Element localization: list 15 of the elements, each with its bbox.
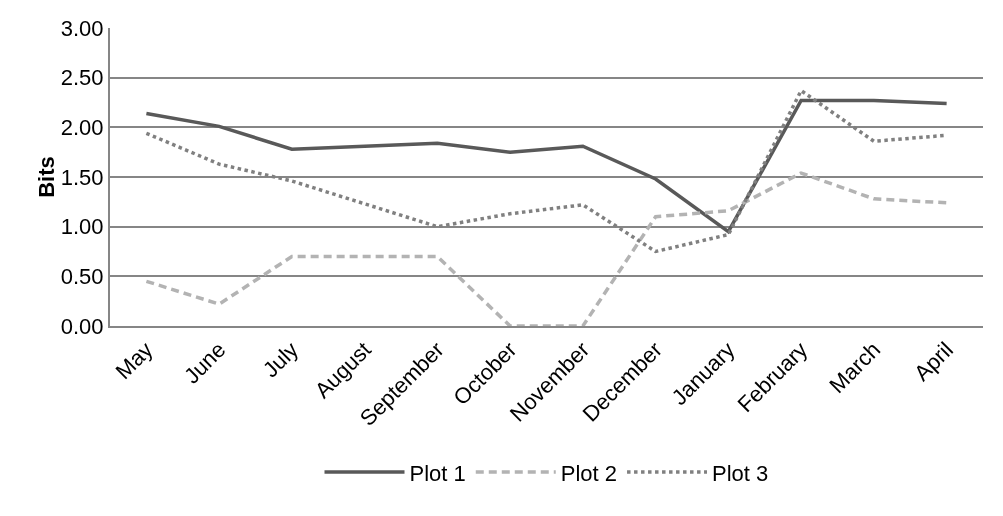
y-axis-title: Bits: [33, 156, 59, 198]
y-tick-label: 1.50: [60, 164, 104, 190]
y-tick-label: 2.50: [60, 65, 104, 91]
line-series: [144, 98, 949, 234]
legend-label: Plot 3: [712, 460, 769, 486]
y-tick-label: 3.00: [60, 15, 104, 41]
x-tick-label: July: [257, 337, 304, 383]
y-tick-label: 1.00: [60, 214, 104, 240]
legend-label: Plot 1: [409, 460, 466, 486]
legend-label: Plot 2: [560, 460, 618, 486]
y-tick-label: 0.50: [60, 264, 104, 290]
x-tick-label: May: [110, 337, 158, 385]
y-tick-label: 2.00: [60, 115, 104, 141]
y-tick-label: 0.00: [60, 313, 104, 339]
line-series: [144, 171, 949, 326]
